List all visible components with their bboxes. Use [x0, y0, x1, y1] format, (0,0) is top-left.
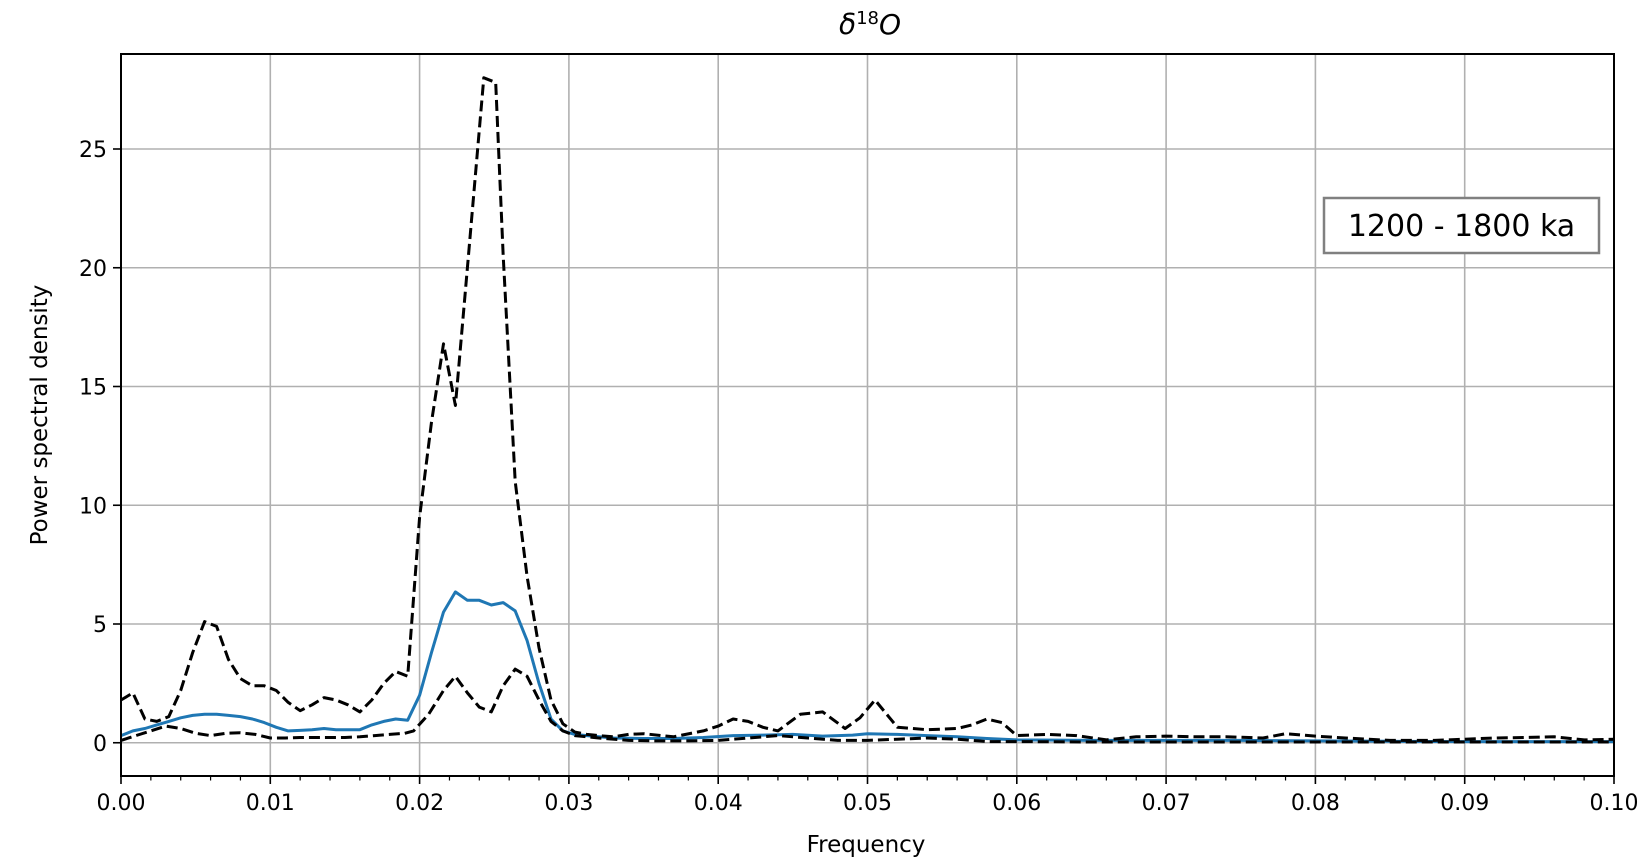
x-tick-label: 0.09	[1440, 791, 1489, 816]
title-base: δ	[839, 8, 856, 41]
y-tick-label: 25	[79, 138, 107, 163]
x-tick-label: 0.00	[97, 791, 146, 816]
title-superscript: 18	[856, 8, 879, 29]
y-axis-label: Power spectral density	[27, 285, 53, 546]
y-tick-label: 0	[93, 732, 107, 757]
grid-layer	[120, 54, 1615, 776]
x-tick-label: 0.07	[1142, 791, 1191, 816]
title-tail: O	[879, 8, 901, 41]
period-annotation: 1200 - 1800 ka	[1322, 196, 1601, 255]
y-tick-label: 15	[79, 376, 107, 401]
x-tick-label: 0.08	[1291, 791, 1340, 816]
x-tick-label: 0.10	[1590, 791, 1639, 816]
dashed-series-line-2	[120, 667, 1614, 744]
x-tick-label: 0.01	[246, 791, 295, 816]
tick-layer: 0.00 0.01 0.02 0.03 0.04 0.05 0.06 0.07 0.08 0.09…	[79, 138, 1638, 816]
x-axis-label: Frequency	[807, 832, 926, 858]
annotation-text: 1200 - 1800 ka	[1348, 209, 1575, 244]
x-tick-label: 0.06	[992, 791, 1041, 816]
annotation-box	[1322, 196, 1601, 255]
y-tick-label: 5	[93, 613, 107, 638]
y-tick-label: 20	[79, 257, 107, 282]
y-tick-label: 10	[79, 494, 107, 519]
solid-series-line	[120, 590, 1614, 744]
series-layer	[120, 76, 1615, 744]
x-tick-label: 0.05	[843, 791, 892, 816]
dashed-series-line-1	[120, 76, 1615, 742]
x-tick-label: 0.02	[395, 791, 444, 816]
x-tick-label: 0.04	[694, 791, 743, 816]
chart-title: δ18O	[839, 8, 901, 41]
x-tick-label: 0.03	[544, 791, 593, 816]
